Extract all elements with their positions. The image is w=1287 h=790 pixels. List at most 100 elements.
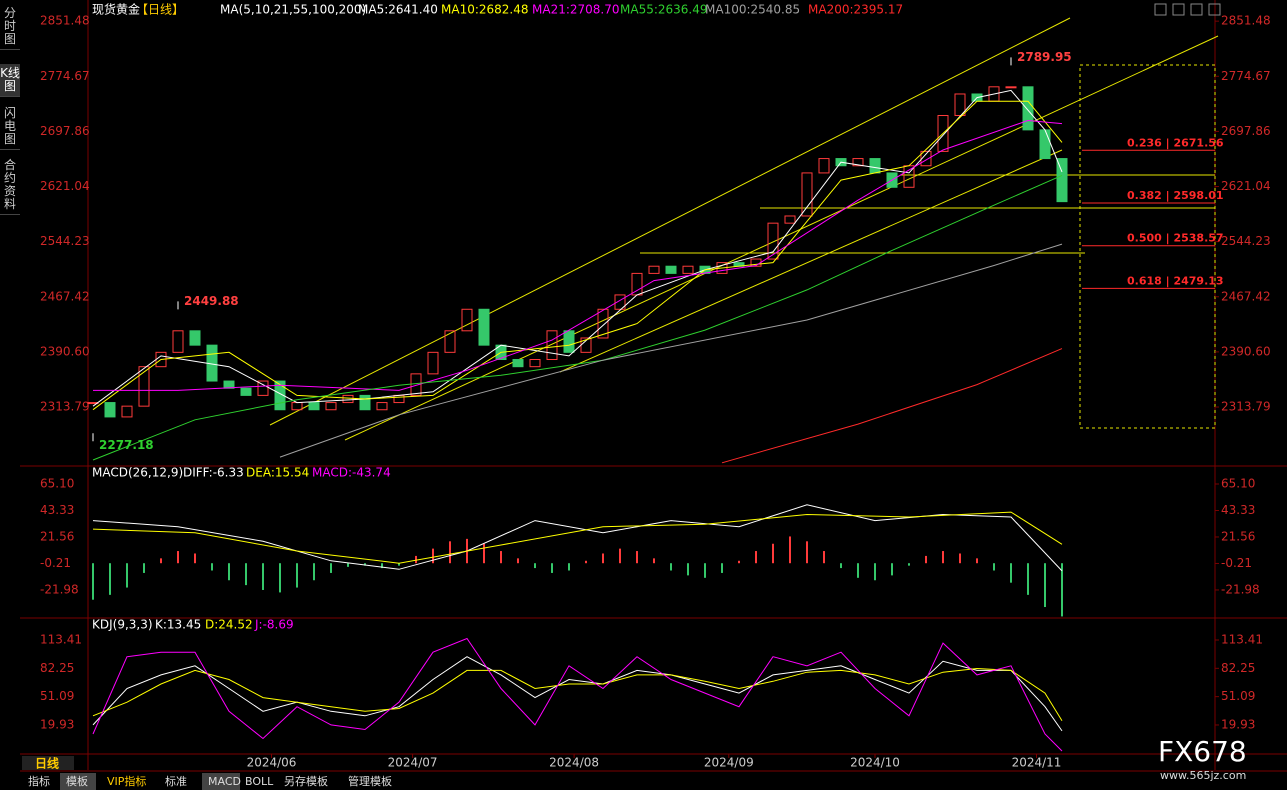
y-tick-label: 65.10	[1221, 476, 1255, 490]
candle	[1022, 86, 1034, 131]
candle	[1005, 86, 1017, 89]
x-tick-label: 2024/09	[704, 756, 754, 770]
tab[interactable]: 模板	[66, 774, 88, 788]
tab[interactable]: BOLL	[245, 775, 274, 788]
indicator-line	[92, 637, 1063, 752]
y-tick-label: -0.21	[1221, 556, 1252, 570]
x-tick-label: 2024/11	[1012, 756, 1062, 770]
legend-entry: D:24.52	[205, 618, 253, 632]
fib-label: 0.382 | 2598.01	[1127, 189, 1224, 202]
legend-entry: MA5:2641.40	[358, 3, 438, 17]
y-tick-label: -21.98	[40, 582, 79, 596]
side-tab[interactable]: 闪电图	[0, 104, 20, 150]
background	[20, 0, 1287, 790]
candle	[359, 394, 371, 411]
tab[interactable]: 指标	[28, 774, 50, 788]
icon[interactable]	[1190, 3, 1203, 16]
y-tick-label: 2544.23	[40, 234, 90, 248]
icon[interactable]	[1208, 3, 1221, 16]
candle	[665, 265, 677, 274]
y-tick-label: 51.09	[1221, 689, 1255, 703]
y-tick-label: 65.10	[40, 476, 74, 490]
frame	[20, 0, 1287, 772]
y-tick-label: -0.21	[40, 556, 71, 570]
tab[interactable]: VIP指标	[107, 774, 146, 788]
candle	[427, 351, 439, 375]
y-tick-label: 19.93	[40, 717, 74, 731]
candle	[325, 402, 337, 411]
y-tick-label: 113.41	[40, 632, 82, 646]
candle	[121, 405, 133, 418]
y-tick-label: 2467.42	[1221, 289, 1271, 303]
y-tick-label: -21.98	[1221, 582, 1260, 596]
candle	[189, 330, 201, 346]
y-tick-label: 2467.42	[40, 289, 90, 303]
y-tick-label: 43.33	[1221, 503, 1255, 517]
x-tick-label: 2024/07	[388, 756, 438, 770]
x-tick-label: 2024/10	[850, 756, 900, 770]
period-box	[22, 756, 74, 770]
y-tick-label: 19.93	[1221, 717, 1255, 731]
icon[interactable]	[1172, 3, 1185, 16]
candle	[954, 93, 966, 117]
candle	[342, 394, 354, 404]
tab[interactable]: 管理模板	[348, 774, 392, 788]
site: www.565jz.com	[1160, 769, 1246, 782]
legend-entry: MA55:2636.49	[620, 3, 708, 17]
legend-entry: MA100:2540.85	[705, 3, 800, 17]
candle	[546, 330, 558, 361]
legend-entry: J:-8.69	[254, 618, 294, 632]
y-tick-label: 21.56	[1221, 529, 1255, 543]
side-tab[interactable]: 合约资料	[0, 156, 20, 215]
candle	[274, 380, 286, 411]
candle	[648, 265, 660, 274]
y-tick-label: 82.25	[40, 661, 74, 675]
y-tick-label: 2621.04	[1221, 179, 1271, 193]
candle	[138, 366, 150, 407]
tab[interactable]: 标准	[165, 774, 187, 788]
fib-label: 0.618 | 2479.13	[1127, 274, 1224, 287]
candle	[801, 172, 813, 217]
indicator-line	[279, 243, 1063, 458]
y-tick-label: 2851.48	[1221, 14, 1271, 28]
tab[interactable]: 另存模板	[284, 774, 328, 788]
tab-bg	[202, 773, 240, 790]
candle	[223, 380, 235, 389]
legend-entry: K:13.45	[155, 618, 201, 632]
indicator-line	[92, 511, 1063, 564]
candle	[376, 402, 388, 411]
tab[interactable]: MACD	[208, 775, 241, 788]
candle	[1039, 129, 1051, 160]
ma-params: MA(5,10,21,55,100,200)	[220, 3, 366, 17]
candle	[767, 222, 779, 260]
legend-entry: MACD:-43.74	[312, 466, 391, 480]
y-tick-label: 113.41	[1221, 632, 1263, 646]
indicator-line	[93, 119, 1063, 391]
candle	[614, 294, 626, 310]
icon[interactable]	[1154, 3, 1167, 16]
extreme-label: 2277.18	[99, 438, 154, 452]
y-tick-label: 2390.60	[1221, 344, 1271, 358]
trend-line	[344, 35, 1219, 441]
legend-entry: MA200:2395.17	[808, 3, 903, 17]
candle	[104, 402, 116, 418]
side-tab[interactable]: K线图	[0, 64, 20, 97]
y-tick-label: 2313.79	[1221, 400, 1271, 414]
candle	[1056, 158, 1068, 203]
candle	[563, 330, 575, 353]
candle	[869, 158, 881, 174]
side-tab[interactable]: 分时图	[0, 4, 20, 50]
panel-title: KDJ(9,3,3)	[92, 618, 153, 632]
trend-line	[269, 17, 1071, 426]
candle	[240, 387, 252, 396]
legend-entry: DIFF:-6.33	[183, 466, 244, 480]
y-tick-label: 2313.79	[40, 400, 90, 414]
x-tick-label: 2024/08	[549, 756, 599, 770]
candle	[852, 158, 864, 167]
indicator-line	[92, 100, 1063, 411]
y-tick-label: 2774.67	[40, 69, 90, 83]
panel-title: MACD(26,12,9)	[92, 466, 183, 480]
y-tick-label: 21.56	[40, 529, 74, 543]
period: 【日线】	[136, 3, 184, 17]
